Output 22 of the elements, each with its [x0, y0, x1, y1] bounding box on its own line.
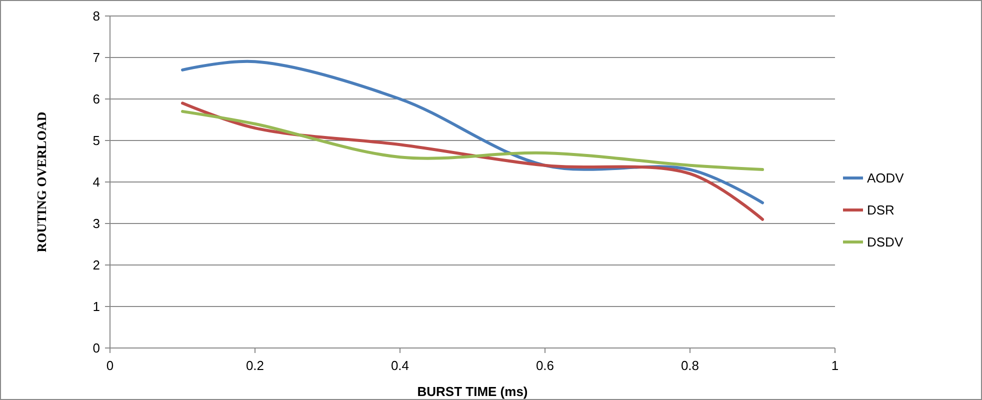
legend-label: DSR	[867, 202, 894, 218]
x-tick-label: 0.2	[246, 358, 264, 373]
y-tick-label: 0	[92, 340, 100, 356]
y-tick-label: 6	[92, 92, 100, 107]
y-tick-label: 4	[92, 174, 100, 190]
y-axis-title: ROUTING OVERLOAD	[34, 112, 49, 252]
y-tick-label: 5	[92, 133, 100, 148]
x-tick-label: 1	[831, 358, 839, 373]
x-axis-title: BURST TIME (ms)	[417, 384, 528, 399]
x-tick-label: 0.8	[680, 358, 700, 373]
line-series	[181, 102, 764, 221]
y-tick-label: 8	[92, 8, 100, 24]
legend-label: DSDV	[867, 234, 904, 250]
line-series	[181, 110, 764, 172]
x-tick-label: 0.6	[536, 358, 554, 373]
legend-label: AODV	[867, 170, 904, 186]
x-tick-label: 0.4	[390, 358, 410, 373]
y-tick-label: 3	[92, 216, 100, 232]
y-tick-label: 2	[92, 258, 100, 273]
y-tick-label: 1	[92, 299, 100, 314]
y-tick-label: 7	[92, 50, 100, 66]
x-tick-label: 0	[106, 358, 114, 373]
